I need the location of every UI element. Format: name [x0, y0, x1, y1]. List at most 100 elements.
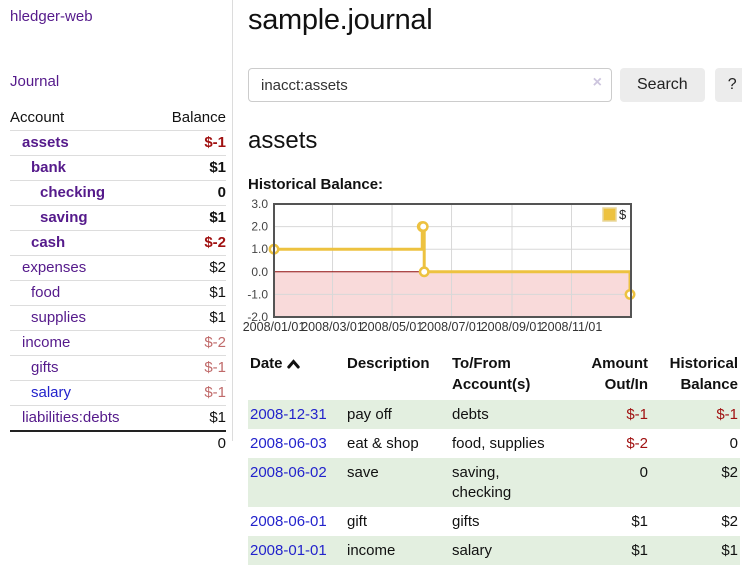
- account-row-bank: bank $1: [10, 156, 226, 181]
- account-balance: $-1: [204, 359, 226, 376]
- account-row-assets: assets $-1: [10, 131, 226, 156]
- search-form: × Search ?: [248, 68, 742, 102]
- column-header-balance: Historical Balance: [650, 351, 740, 400]
- account-link-bank[interactable]: bank: [31, 159, 67, 176]
- account-link-supplies[interactable]: supplies: [31, 309, 87, 326]
- transaction-amount: $-1: [626, 406, 648, 423]
- transaction-accounts: gifts: [452, 513, 480, 530]
- y-tick-label: 0.0: [251, 265, 268, 279]
- page-title: sample.journal: [248, 4, 433, 36]
- column-header-description: Description: [347, 355, 430, 372]
- x-tick-label: 2008/11/01: [541, 320, 603, 334]
- data-point[interactable]: [417, 221, 429, 233]
- y-tick-label: -1.0: [247, 287, 268, 301]
- account-row-saving: saving $1: [10, 206, 226, 231]
- transaction-date-link[interactable]: 2008-06-01: [250, 513, 327, 530]
- account-row-salary: salary $-1: [10, 381, 226, 406]
- column-header-amount-line2: Out/In: [604, 376, 648, 393]
- help-button[interactable]: ?: [714, 68, 742, 102]
- historical-balance-chart[interactable]: $3.0 2.0 1.0 0.0 -1.0 -2.0 2008/01/01 2008/03/0…: [242, 197, 742, 339]
- account-balance: $1: [209, 159, 226, 176]
- account-link-saving[interactable]: saving: [40, 209, 88, 226]
- transaction-row[interactable]: 2008-01-01 income salary $1 $1: [248, 536, 740, 565]
- sidebar-item-journal[interactable]: Journal: [10, 73, 60, 90]
- accounts-table-header: Account Balance: [10, 106, 226, 131]
- chart-title: Historical Balance:: [248, 176, 384, 193]
- transaction-amount: $1: [631, 513, 648, 530]
- data-point[interactable]: [418, 266, 430, 278]
- transaction-accounts: debts: [452, 406, 489, 423]
- transaction-row[interactable]: 2008-12-31 pay off debts $-1 $-1: [248, 400, 740, 429]
- transaction-accounts: food, supplies: [452, 435, 545, 452]
- column-header-date[interactable]: Date: [248, 351, 345, 400]
- account-balance: $-1: [204, 134, 226, 151]
- column-header-tofrom: To/From Account(s): [450, 351, 585, 400]
- account-balance: $1: [209, 309, 226, 326]
- accounts-total-row: 0: [10, 431, 226, 456]
- account-row-cash: cash $-2: [10, 231, 226, 256]
- transaction-description: gift: [347, 513, 368, 530]
- account-balance: $-1: [204, 384, 226, 401]
- x-tick-label: 2008/01/01: [243, 320, 306, 334]
- transaction-date-link[interactable]: 2008-06-02: [250, 464, 327, 481]
- account-row-expenses: expenses $2: [10, 256, 226, 281]
- account-balance: $2: [209, 259, 226, 276]
- y-tick-label: -2.0: [247, 310, 268, 324]
- transaction-balance: $1: [721, 542, 738, 559]
- column-header-amount: Amount Out/In: [585, 351, 650, 400]
- sort-ascending-icon: [286, 354, 300, 375]
- search-input[interactable]: [248, 68, 612, 102]
- clear-search-icon[interactable]: ×: [592, 74, 602, 91]
- transactions-table: Date Description To/From Account(s) Amou…: [248, 351, 740, 565]
- column-header-tofrom-line2: Account(s): [452, 376, 531, 393]
- column-header-amount-line1: Amount: [591, 355, 648, 372]
- transaction-balance: 0: [729, 435, 738, 452]
- transaction-amount: $1: [631, 542, 648, 559]
- transaction-date-link[interactable]: 2008-01-01: [250, 542, 327, 559]
- transaction-description: pay off: [347, 406, 392, 423]
- y-tick-label: 3.0: [251, 197, 268, 211]
- transaction-row[interactable]: 2008-06-03 eat & shop food, supplies $-2…: [248, 429, 740, 458]
- transaction-description: save: [347, 464, 379, 481]
- account-row-income: income $-2: [10, 331, 226, 356]
- transaction-accounts: saving, checking: [452, 464, 512, 501]
- account-link-checking[interactable]: checking: [40, 184, 106, 201]
- sidebar: hledger-web Journal Account Balance asse…: [0, 0, 233, 452]
- account-link-assets[interactable]: assets: [22, 134, 69, 151]
- transaction-date-link[interactable]: 2008-06-03: [250, 435, 327, 452]
- accounts-header-balance: Balance: [171, 109, 226, 126]
- transaction-amount: 0: [639, 464, 648, 481]
- account-row-liabilities-debts: liabilities:debts $1: [10, 406, 226, 431]
- search-button[interactable]: Search: [620, 68, 705, 102]
- main-content: sample.journal × Search ? assets Histori…: [243, 0, 742, 565]
- y-tick-label: 2.0: [251, 220, 268, 234]
- account-link-cash[interactable]: cash: [31, 234, 66, 251]
- accounts-header-account: Account: [10, 109, 65, 126]
- transaction-accounts: salary: [452, 542, 493, 559]
- transaction-row[interactable]: 2008-06-01 gift gifts $1 $2: [248, 507, 740, 536]
- plot-border: [273, 203, 632, 318]
- account-link-income[interactable]: income: [22, 334, 71, 351]
- account-balance: $1: [209, 209, 226, 226]
- column-header-balance-line2: Balance: [680, 376, 738, 393]
- account-balance: $-2: [204, 334, 226, 351]
- account-row-supplies: supplies $1: [10, 306, 226, 331]
- account-link-gifts[interactable]: gifts: [31, 359, 59, 376]
- account-heading: assets: [248, 127, 318, 154]
- account-balance: $1: [209, 409, 226, 426]
- legend-label: $: [619, 207, 627, 222]
- account-link-liabilities-debts[interactable]: liabilities:debts: [22, 409, 120, 426]
- transaction-balance: $2: [721, 464, 738, 481]
- app-title-link[interactable]: hledger-web: [10, 8, 93, 25]
- account-link-salary[interactable]: salary: [31, 384, 72, 401]
- transactions-header-row: Date Description To/From Account(s) Amou…: [248, 351, 740, 400]
- account-link-food[interactable]: food: [31, 284, 61, 301]
- transaction-row[interactable]: 2008-06-02 save saving, checking 0 $2: [248, 458, 740, 507]
- account-link-expenses[interactable]: expenses: [22, 259, 87, 276]
- column-header-tofrom-line1: To/From: [452, 355, 511, 372]
- legend-swatch: [602, 207, 617, 222]
- account-balance: 0: [217, 184, 226, 201]
- transaction-description: income: [347, 542, 396, 559]
- transaction-date-link[interactable]: 2008-12-31: [250, 406, 327, 423]
- account-balance: $1: [209, 284, 226, 301]
